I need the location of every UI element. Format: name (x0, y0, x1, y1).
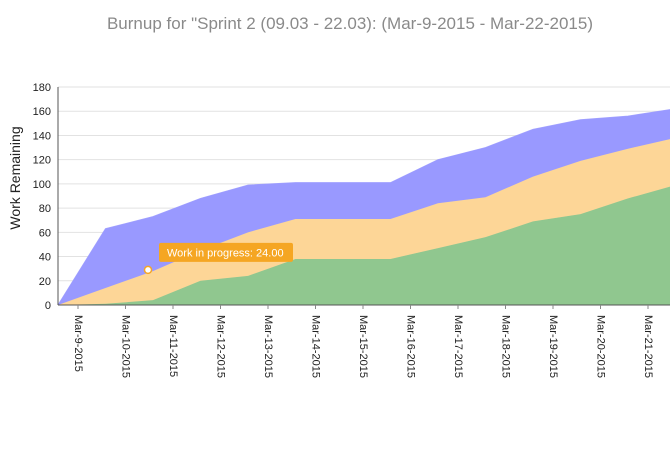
chart-title: Burnup for "Sprint 2 (09.03 - 22.03): (M… (106, 14, 594, 33)
x-tick-label-11: Mar-20-2015 (595, 315, 607, 378)
y-tick-label-60: 60 (39, 227, 51, 239)
x-tick-label-0: Mar-9-2015 (72, 315, 84, 372)
x-tick-label-5: Mar-14-2015 (310, 315, 322, 378)
y-tick-label-20: 20 (39, 276, 51, 288)
y-tick-label-40: 40 (39, 252, 51, 264)
tooltip-box (159, 242, 293, 262)
series-areas (57, 109, 670, 306)
y-tick-label-180: 180 (33, 82, 51, 94)
x-tick-label-3: Mar-12-2015 (215, 315, 227, 378)
x-tick-label-4: Mar-13-2015 (262, 315, 274, 378)
y-axis-title: Work Remaining (7, 126, 23, 229)
series-line-3 (57, 109, 670, 306)
y-tick-label-0: 0 (45, 300, 51, 312)
tick-labels: 0 20 40 60 80 100 120 140 160 180 Mar-9-2015 Mar-10… (33, 82, 654, 378)
series-line-1 (57, 186, 670, 306)
y-tick-label-120: 120 (33, 155, 51, 167)
tooltip-text: Work in progress: 24.00 (167, 247, 284, 259)
x-tick-label-12: Mar-21-2015 (642, 315, 654, 378)
x-tick-label-1: Mar-10-2015 (120, 315, 132, 378)
x-tick-label-6: Mar-15-2015 (357, 315, 369, 378)
x-tick-label-9: Mar-18-2015 (500, 315, 512, 378)
y-tick-label-140: 140 (33, 130, 51, 142)
y-tick-label-100: 100 (33, 179, 51, 191)
x-tick-label-8: Mar-17-2015 (452, 315, 464, 378)
tooltip-point (143, 265, 153, 275)
x-tick-label-2: Mar-11-2015 (167, 315, 179, 377)
x-tick-label-7: Mar-16-2015 (405, 315, 417, 378)
y-tick-label-160: 160 (33, 106, 51, 118)
tooltip: Work in progress: 24.00 (143, 242, 293, 275)
x-tick-label-10: Mar-19-2015 (547, 315, 559, 378)
series-area-1 (58, 186, 670, 305)
axes (57, 87, 670, 309)
y-tick-label-80: 80 (39, 203, 51, 215)
series-area-3 (58, 109, 670, 305)
series-area-2 (58, 139, 670, 305)
